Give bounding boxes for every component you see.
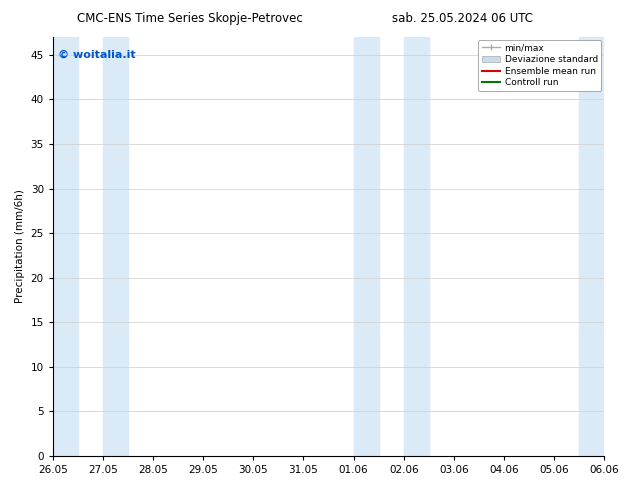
Legend: min/max, Deviazione standard, Ensemble mean run, Controll run: min/max, Deviazione standard, Ensemble m… xyxy=(479,40,602,91)
Y-axis label: Precipitation (mm/6h): Precipitation (mm/6h) xyxy=(15,190,25,303)
Bar xyxy=(579,37,604,456)
Bar xyxy=(354,37,378,456)
Text: sab. 25.05.2024 06 UTC: sab. 25.05.2024 06 UTC xyxy=(392,12,533,25)
Text: © woitalia.it: © woitalia.it xyxy=(58,49,136,60)
Bar xyxy=(103,37,128,456)
Text: CMC-ENS Time Series Skopje-Petrovec: CMC-ENS Time Series Skopje-Petrovec xyxy=(77,12,303,25)
Bar xyxy=(53,37,78,456)
Bar xyxy=(404,37,429,456)
